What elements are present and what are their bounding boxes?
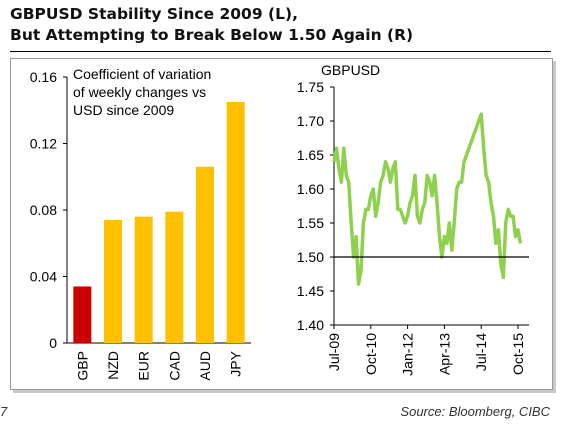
chart-canvas: 0 0.04 0.08 0.12 0.16 GBP NZD EUR CAD AUD JPY Coeff… — [30, 62, 529, 381]
line-y-tick-label: 1.40 — [297, 317, 324, 333]
bar-y-tick-label: 0.16 — [30, 69, 57, 85]
page-number: 7 — [0, 404, 8, 419]
bar-y-tick-label: 0.04 — [30, 269, 57, 285]
bar-annotation-line: USD since 2009 — [73, 102, 174, 118]
bar-nzd — [104, 219, 122, 343]
line-x-tick-label: Oct-15 — [510, 333, 526, 375]
line-y-tick-label: 1.75 — [297, 79, 324, 95]
line-chart-title: GBPUSD — [321, 62, 380, 78]
bar-x-tick-label: NZD — [105, 351, 121, 380]
chart-title: GBPUSD Stability Since 2009 (L), But Att… — [10, 4, 413, 46]
bar-x-tick-label: JPY — [228, 350, 244, 376]
line-y-tick-label: 1.60 — [297, 181, 324, 197]
bar-y-tick-label: 0.12 — [30, 136, 57, 152]
chart-title-line1: GBPUSD Stability Since 2009 (L), — [10, 5, 298, 23]
line-x-tick-label: Jul-14 — [473, 333, 489, 371]
bar-y-tick-label: 0.08 — [30, 202, 57, 218]
bar-cad — [165, 211, 184, 343]
bar-annotation-line: Coefficient of variation — [73, 66, 211, 82]
line-x-tick-label: Jul-09 — [326, 333, 342, 371]
bar-x-tick-label: AUD — [197, 351, 213, 381]
bar-y-tick-label: 0 — [49, 335, 57, 351]
title-divider — [10, 51, 551, 52]
chart-title-line2: But Attempting to Break Below 1.50 Again… — [10, 26, 414, 44]
line-y-tick-label: 1.55 — [297, 215, 324, 231]
source-note: Source: Bloomberg, CIBC — [400, 404, 550, 419]
line-series-gbpusd — [332, 112, 523, 286]
bar-aud — [196, 166, 214, 343]
bar-annotation-line: of weekly changes vs — [73, 84, 206, 100]
bar-eur — [134, 216, 153, 343]
bar-x-tick-label: CAD — [166, 351, 182, 381]
line-x-tick-label: Apr-13 — [436, 333, 452, 375]
bar-x-tick-label: GBP — [74, 351, 90, 381]
bar-jpy — [226, 101, 245, 343]
line-x-tick-label: Oct-10 — [363, 333, 379, 375]
bar-gbp — [73, 286, 92, 343]
bar-x-tick-label: EUR — [136, 351, 152, 381]
line-x-tick-label: Jan-12 — [400, 333, 416, 376]
chart-panel: 0 0.04 0.08 0.12 0.16 GBP NZD EUR CAD AUD JPY Coeff… — [10, 58, 553, 390]
line-y-tick-label: 1.50 — [297, 249, 324, 265]
line-y-tick-label: 1.45 — [297, 283, 324, 299]
line-y-tick-label: 1.65 — [297, 147, 324, 163]
line-y-tick-label: 1.70 — [297, 113, 324, 129]
